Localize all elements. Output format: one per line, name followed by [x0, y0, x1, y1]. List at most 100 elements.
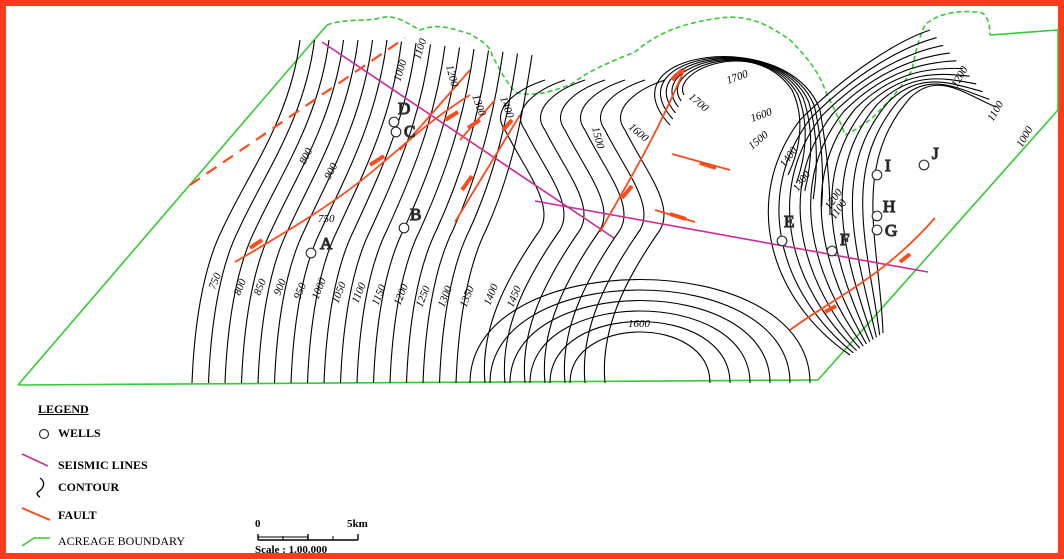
contour-line-icon [36, 477, 45, 498]
well-marker-icon [918, 159, 930, 171]
scale-start: 0 [255, 518, 261, 530]
well-j[interactable]: J [918, 143, 940, 171]
contour-line [191, 39, 301, 384]
scale-bar: 0 5km Scale : 1.00.000 [255, 518, 385, 558]
faults [189, 37, 936, 331]
contour-line [583, 79, 646, 384]
contour-lines [191, 29, 997, 384]
well-marker-icon [871, 210, 883, 222]
acreage-boundary [17, 10, 1059, 386]
contour-label: 1350 [458, 284, 478, 309]
well-d[interactable]: D [388, 98, 411, 128]
well-b[interactable]: B [398, 204, 422, 234]
well-c[interactable]: C [390, 121, 416, 142]
well-e[interactable]: E [776, 211, 795, 247]
contour-line [323, 42, 417, 384]
acreage-boundary-icon [21, 537, 50, 547]
contour-line [438, 53, 519, 384]
legend: LEGEND WELLS SEISMIC LINES CONTOUR FAULT… [20, 402, 340, 552]
contour-line [483, 79, 546, 384]
contour-line [273, 39, 374, 384]
contour-label: 1100 [411, 37, 429, 61]
well-label: G [885, 221, 897, 240]
contour-line [529, 310, 751, 384]
well-marker-icon [305, 247, 317, 259]
contour-label: 1500 [589, 126, 606, 151]
contour-line [831, 73, 970, 343]
contour-label: 1200 [392, 282, 412, 307]
contour-line [820, 67, 964, 345]
contour-label: 750 [207, 271, 224, 291]
contour-label: 1300 [469, 93, 488, 118]
legend-contour-label: CONTOUR [58, 480, 120, 494]
contour-line [569, 331, 711, 384]
contour-label: 1600 [626, 121, 651, 145]
well-marker-icon [388, 116, 400, 128]
contour-label: 1200 [443, 64, 460, 89]
well-marker-icon [390, 126, 402, 138]
contour-line [489, 289, 791, 384]
contour-label: 1600 [628, 318, 651, 330]
contour-line [509, 299, 771, 384]
scale-end: 5km [347, 518, 368, 530]
legend-fault-label: FAULT [58, 508, 97, 522]
contour-label: 1500 [746, 129, 771, 153]
contour-line [306, 41, 403, 384]
contour-line [563, 79, 626, 384]
well-h[interactable]: H [871, 196, 896, 222]
contour-label: 900 [272, 277, 289, 297]
well-marker-icon [398, 222, 410, 234]
seismic-line-1 [321, 41, 615, 239]
fault-6 [789, 217, 936, 331]
well-marker-icon [776, 235, 788, 247]
contour-line [799, 52, 950, 349]
contour-labels: 750 800 850 900 950 1000 1050 1100 1150 1200 1250 1… [207, 37, 1036, 330]
contour-label: 1000 [391, 58, 409, 83]
contour-line [389, 48, 475, 384]
fault-5 [599, 67, 686, 233]
contour-line [356, 45, 446, 384]
well-g[interactable]: G [871, 220, 898, 241]
scale-text: Scale : 1.00.000 [255, 544, 328, 556]
contour-line [862, 83, 990, 336]
fault-2 [399, 69, 471, 151]
contour-line [257, 39, 359, 384]
contour-line [422, 51, 504, 384]
well-label: H [883, 197, 895, 216]
contour-label: 850 [252, 277, 269, 297]
contour-label: 750 [318, 213, 335, 225]
contour-label: 1600 [749, 106, 774, 125]
contour-line [543, 79, 606, 384]
contour-line [789, 44, 944, 351]
contour-line [681, 60, 801, 176]
well-i[interactable]: I [871, 155, 892, 181]
contour-line [677, 59, 806, 184]
contour-line [872, 84, 997, 334]
contour-line [603, 79, 666, 384]
fault-4 [454, 114, 521, 223]
contour-label: 1000 [310, 276, 330, 301]
contour-label: 800 [232, 277, 249, 297]
contour-label: 1300 [436, 284, 456, 309]
well-f[interactable]: F [826, 229, 850, 257]
contour-label: 950 [292, 281, 309, 301]
contour-line [659, 57, 824, 208]
well-label: E [784, 212, 794, 231]
contour-label: 1000 [1014, 124, 1036, 149]
fault-1 [234, 94, 471, 263]
wells: A B CD E F GH I J [305, 98, 940, 259]
contour-label: 800 [297, 146, 316, 167]
contour-line [290, 39, 388, 384]
contour-line [810, 60, 957, 347]
well-label: D [398, 99, 410, 118]
contour-line [240, 39, 345, 384]
contour-line [549, 321, 731, 384]
contour-label: 1700 [686, 91, 711, 115]
contour-line [841, 78, 977, 340]
contour-label: 1100 [985, 99, 1006, 124]
legend-wells-label: WELLS [58, 426, 101, 440]
well-a[interactable]: A [305, 233, 334, 259]
well-label: J [932, 144, 939, 163]
well-label: I [885, 156, 891, 175]
seismic-line-2 [534, 200, 929, 273]
